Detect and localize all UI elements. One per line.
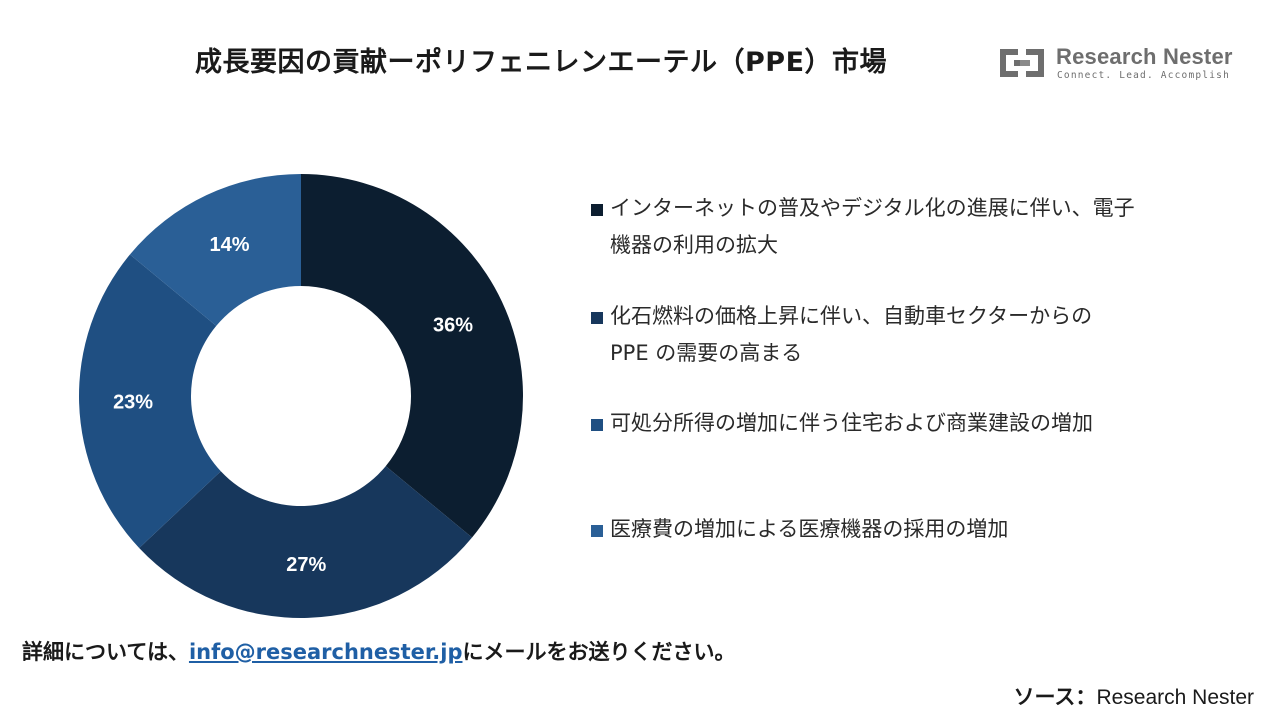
- legend-item: 化石燃料の価格上昇に伴い、自動車セクターからの PPE の需要の高まる: [588, 298, 1238, 372]
- brand-logo: Research Nester Connect. Lead. Accomplis…: [996, 42, 1232, 88]
- legend-label-line2: 機器の利用の拡大: [610, 233, 778, 257]
- contact-note-suffix: にメールをお送りください。: [462, 640, 736, 664]
- logo-name: Research Nester: [1056, 44, 1233, 69]
- logo-tagline: Connect. Lead. Accomplish: [1057, 70, 1230, 81]
- legend-label-line1: 可処分所得の増加に伴う住宅および商業建設の増加: [610, 411, 1093, 435]
- legend-label-line2: PPE の需要の高まる: [610, 341, 803, 365]
- legend-item: インターネットの普及やデジタル化の進展に伴い、電子 機器の利用の拡大: [588, 190, 1238, 264]
- legend-label-line1: 医療費の増加による医療機器の採用の増加: [610, 517, 1009, 541]
- slice-value-label: 14%: [209, 234, 249, 256]
- donut-slice: [139, 466, 473, 618]
- legend-swatch: [591, 525, 603, 537]
- source-credit: ソース：Research Nester: [1013, 681, 1254, 711]
- legend-swatch: [591, 204, 603, 216]
- donut-slice: [129, 174, 301, 326]
- source-value: Research Nester: [1096, 686, 1254, 709]
- page-title: 成長要因の貢献ーポリフェニレンエーテル（PPE）市場: [195, 47, 888, 78]
- legend-label-line1: インターネットの普及やデジタル化の進展に伴い、電子: [610, 196, 1135, 220]
- donut-slice: [301, 174, 523, 538]
- donut-slice: [78, 254, 221, 548]
- slice-value-label: 36%: [433, 314, 473, 336]
- slice-value-label: 27%: [286, 554, 326, 576]
- slice-value-label: 23%: [113, 391, 153, 413]
- legend-item: 医療費の増加による医療機器の採用の増加: [588, 511, 1238, 548]
- legend-swatch: [591, 419, 603, 431]
- legend-label-line1: 化石燃料の価格上昇に伴い、自動車セクターからの: [610, 304, 1093, 328]
- donut-chart: 36% 27% 23% 14%: [78, 174, 523, 618]
- contact-note-prefix: 詳細については、: [22, 640, 189, 664]
- legend-swatch: [591, 312, 603, 324]
- legend-item: 可処分所得の増加に伴う住宅および商業建設の増加: [588, 405, 1238, 442]
- contact-note: 詳細については、info@researchnester.jpにメールをお送りくだ…: [22, 636, 735, 666]
- contact-email-link[interactable]: info@researchnester.jp: [188, 640, 463, 664]
- research-nester-logo-icon: [1000, 49, 1044, 77]
- source-label: ソース：: [1013, 685, 1097, 709]
